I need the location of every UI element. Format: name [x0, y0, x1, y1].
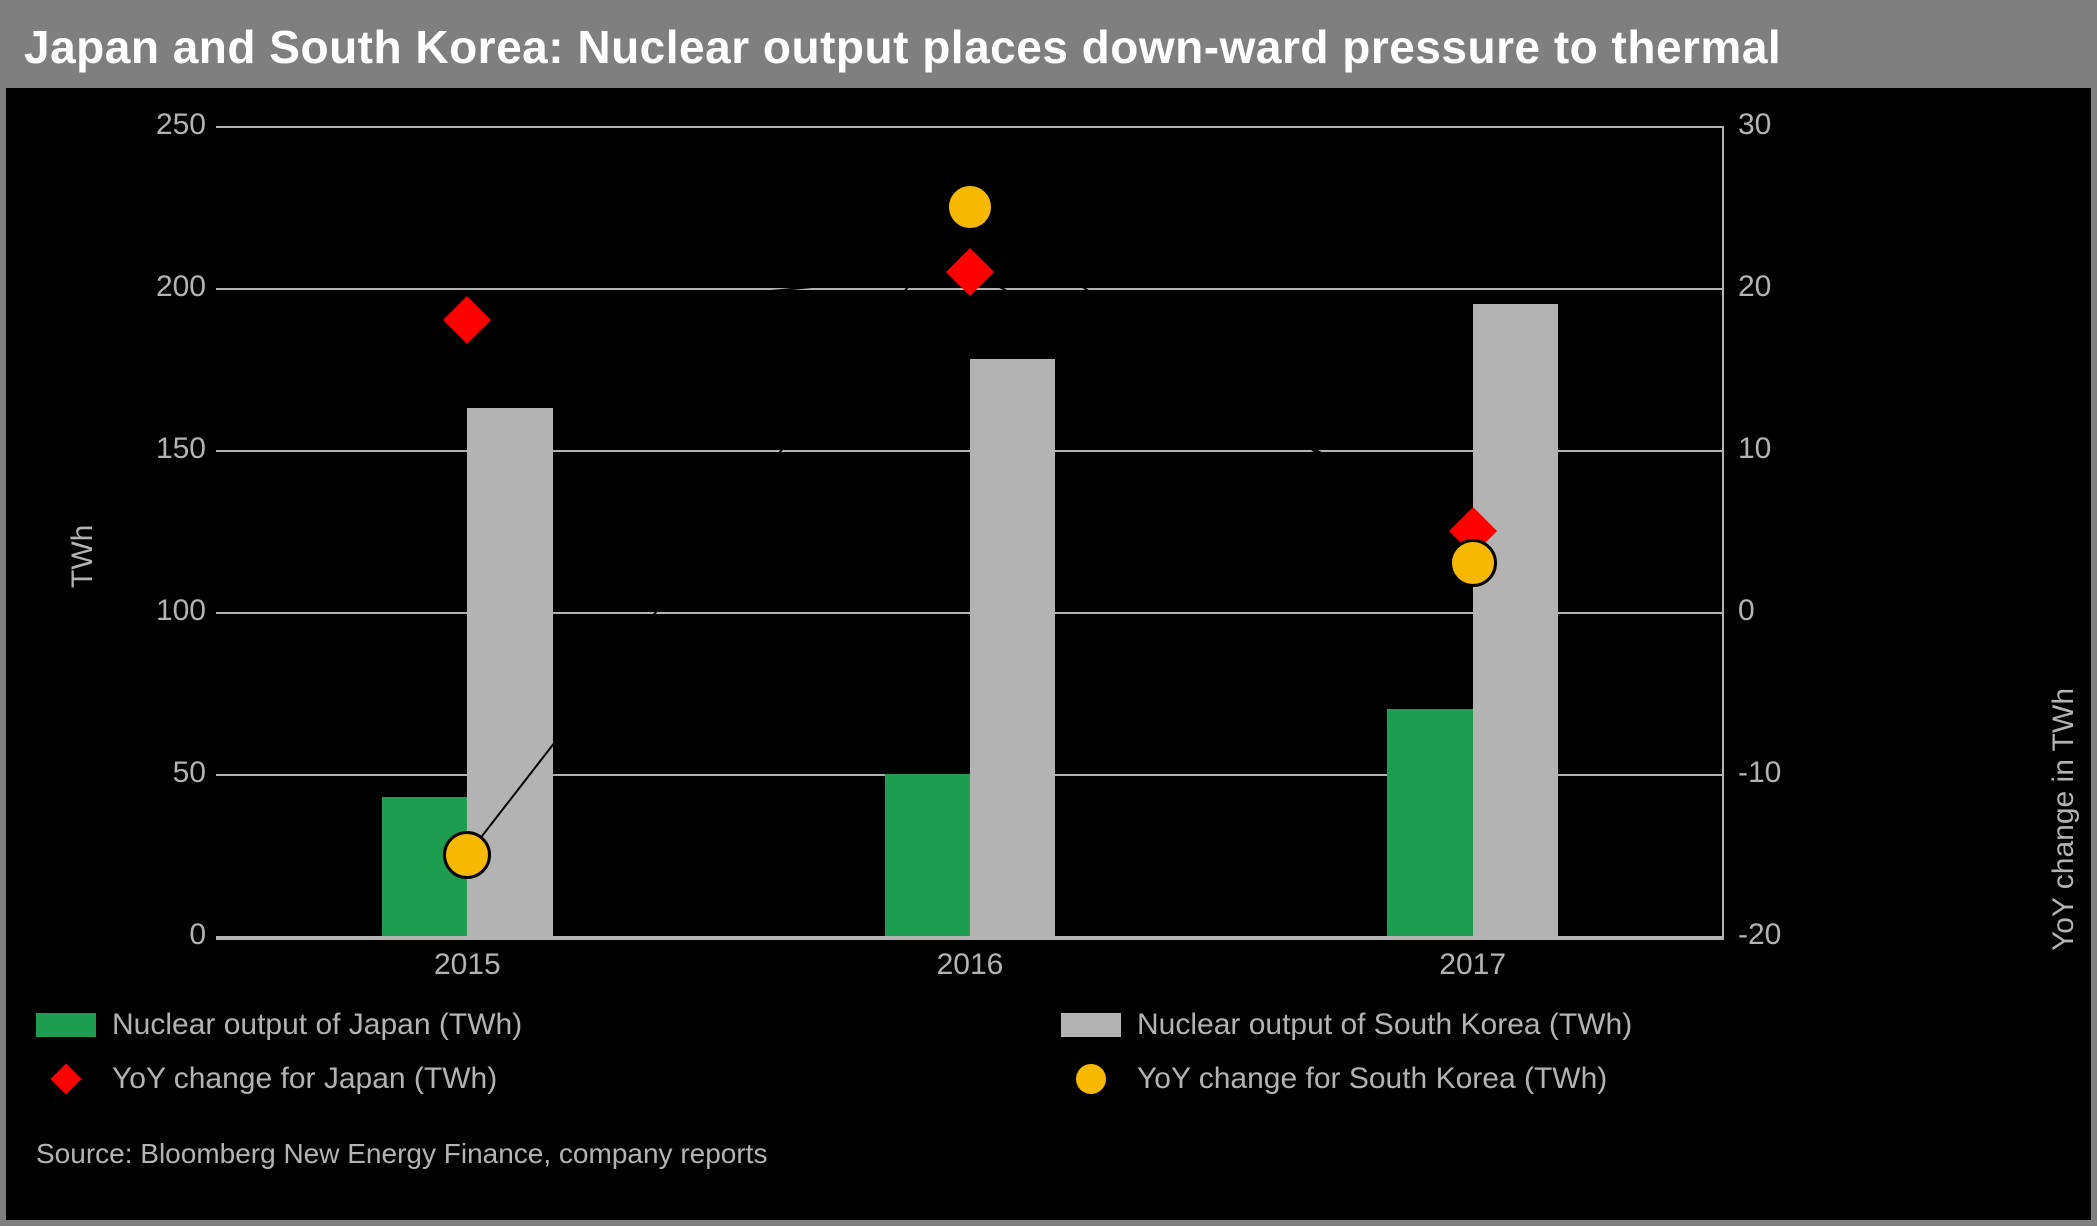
y-tick-right: 20: [1738, 270, 1908, 304]
legend: Nuclear output of Japan (TWh) Nuclear ou…: [36, 1008, 2046, 1096]
x-tick: 2016: [870, 948, 1070, 982]
plot-area: [216, 126, 1724, 936]
y-tick-right: -10: [1738, 756, 1908, 790]
legend-label: YoY change for Japan (TWh): [112, 1062, 497, 1096]
y-tick-left: 200: [66, 270, 206, 304]
title-bar: Japan and South Korea: Nuclear output pl…: [6, 6, 2091, 88]
bar: [1387, 709, 1472, 936]
y-tick-right: 10: [1738, 432, 1908, 466]
right-axis-title: YoY change in TWh: [2047, 688, 2081, 951]
source-note: Source: Bloomberg New Energy Finance, co…: [36, 1138, 767, 1170]
y-tick-left: 50: [66, 756, 206, 790]
legend-label: Nuclear output of South Korea (TWh): [1137, 1008, 1632, 1042]
chart-wrap: TWh YoY change in TWh 050100150200250 -2…: [6, 88, 2091, 1208]
chart-frame: Japan and South Korea: Nuclear output pl…: [0, 0, 2097, 1226]
y-tick-left: 250: [66, 108, 206, 142]
legend-swatch-diamond: [50, 1063, 81, 1094]
y-tick-right: 30: [1738, 108, 1908, 142]
marker-circle: [946, 183, 994, 231]
legend-item-sk-output: Nuclear output of South Korea (TWh): [1061, 1008, 2046, 1042]
marker-diamond: [443, 296, 491, 344]
bar: [885, 774, 970, 936]
y-tick-left: 0: [66, 918, 206, 952]
legend-item-sk-yoy: YoY change for South Korea (TWh): [1061, 1062, 2046, 1096]
legend-label: Nuclear output of Japan (TWh): [112, 1008, 522, 1042]
legend-label: YoY change for South Korea (TWh): [1137, 1062, 1607, 1096]
gridline: [216, 126, 1724, 128]
legend-item-japan-output: Nuclear output of Japan (TWh): [36, 1008, 1021, 1042]
legend-swatch-green: [36, 1013, 96, 1037]
marker-circle: [1449, 539, 1497, 587]
legend-swatch-circle: [1076, 1064, 1106, 1094]
y-tick-right: -20: [1738, 918, 1908, 952]
chart-title: Japan and South Korea: Nuclear output pl…: [24, 20, 2073, 74]
legend-item-japan-yoy: YoY change for Japan (TWh): [36, 1062, 1021, 1096]
x-tick: 2015: [367, 948, 567, 982]
y-tick-left: 150: [66, 432, 206, 466]
left-axis-title: TWh: [66, 525, 100, 588]
right-axis-line: [1722, 126, 1724, 936]
y-tick-left: 100: [66, 594, 206, 628]
bar: [970, 359, 1055, 936]
y-tick-right: 0: [1738, 594, 1908, 628]
bar: [1473, 304, 1558, 936]
gridline: [216, 936, 1724, 940]
marker-circle: [443, 831, 491, 879]
x-tick: 2017: [1373, 948, 1573, 982]
legend-swatch-gray: [1061, 1013, 1121, 1037]
